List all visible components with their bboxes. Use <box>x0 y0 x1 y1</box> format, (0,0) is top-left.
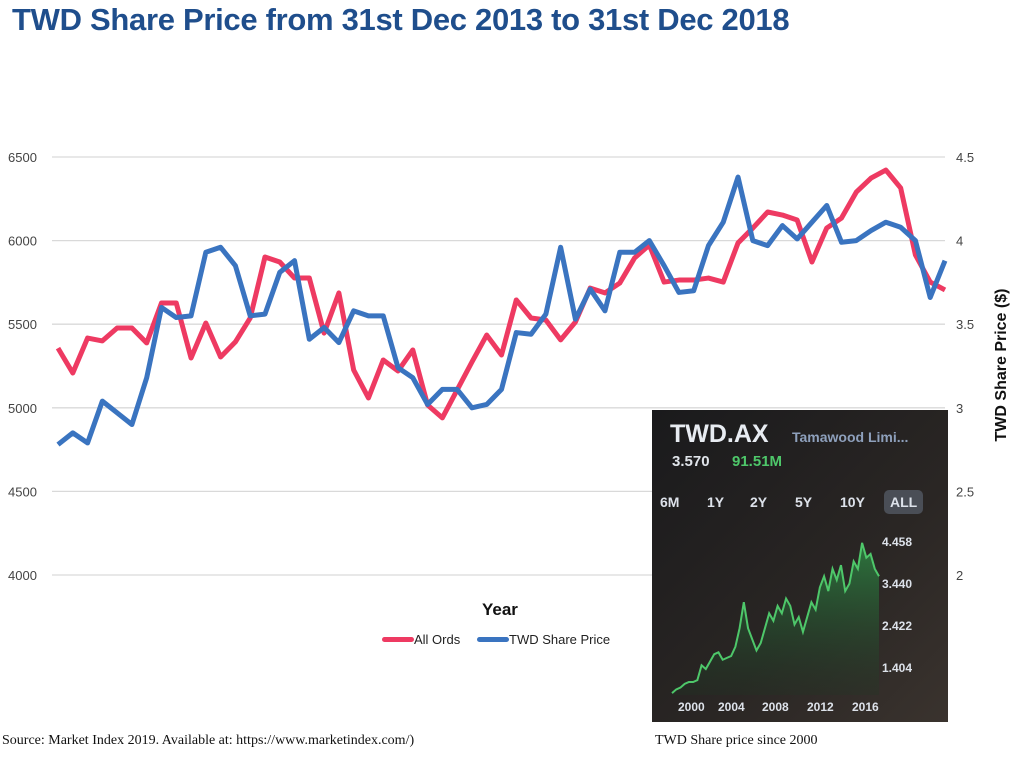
left-tick-label: 5000 <box>8 401 37 416</box>
mini-xtick: 2012 <box>807 700 834 714</box>
mini-area-fill <box>672 542 879 695</box>
price: 3.570 <box>672 453 710 470</box>
right-axis-label: TWD Share Price ($) <box>993 288 1010 442</box>
mini-price-line <box>671 542 880 694</box>
market-cap: 91.51M <box>732 453 783 470</box>
legend-label: TWD Share Price <box>509 632 611 647</box>
chart-title: TWD Share Price from 31st Dec 2013 to 31… <box>12 2 790 37</box>
x-axis-label: Year <box>482 600 518 619</box>
right-tick-label: 3.5 <box>956 317 974 332</box>
legend-item-twd: TWD Share Price <box>477 632 610 647</box>
range-2y[interactable]: 2Y <box>750 494 768 510</box>
right-tick-label: 4.5 <box>956 150 974 165</box>
range-6m[interactable]: 6M <box>660 494 680 510</box>
left-tick-label: 4000 <box>8 568 37 583</box>
series-line-twd-share-price <box>56 174 948 447</box>
legend-label: All Ords <box>414 632 461 647</box>
right-tick-label: 3 <box>956 401 963 416</box>
source-note: Source: Market Index 2019. Available at:… <box>2 733 415 748</box>
mini-ytick: 3.440 <box>882 577 913 591</box>
mini-xtick: 2008 <box>762 700 789 714</box>
left-tick-label: 6500 <box>8 150 37 165</box>
range-5y[interactable]: 5Y <box>795 494 813 510</box>
legend-item-all-ords: All Ords <box>382 632 460 647</box>
mini-xtick: 2000 <box>678 700 705 714</box>
left-tick-label: 6000 <box>8 234 37 249</box>
range-1y[interactable]: 1Y <box>707 494 725 510</box>
legend-swatch-twd <box>477 637 509 642</box>
mini-ytick: 2.422 <box>882 619 913 633</box>
right-tick-label: 2 <box>956 568 963 583</box>
left-tick-label: 4500 <box>8 484 37 499</box>
mini-xtick: 2004 <box>718 700 745 714</box>
legend-swatch-all-ords <box>382 637 414 642</box>
inset-caption: TWD Share price since 2000 <box>655 733 818 748</box>
range-10y[interactable]: 10Y <box>840 494 865 510</box>
left-tick-label: 5500 <box>8 317 37 332</box>
mini-chart <box>671 542 880 695</box>
mini-ytick: 4.458 <box>882 535 913 549</box>
range-all[interactable]: ALL <box>884 490 924 514</box>
right-tick-label: 2.5 <box>956 484 974 499</box>
company-name: Tamawood Limi... <box>792 429 909 445</box>
stock-app-screenshot: TWD.AX Tamawood Limi... 3.570 91.51M 6M … <box>652 410 948 722</box>
ticker-symbol: TWD.AX <box>670 420 769 448</box>
series-line-all-ords <box>55 167 947 421</box>
right-tick-label: 4 <box>956 234 963 249</box>
mini-ytick: 1.404 <box>882 661 913 675</box>
mini-xtick: 2016 <box>852 700 879 714</box>
